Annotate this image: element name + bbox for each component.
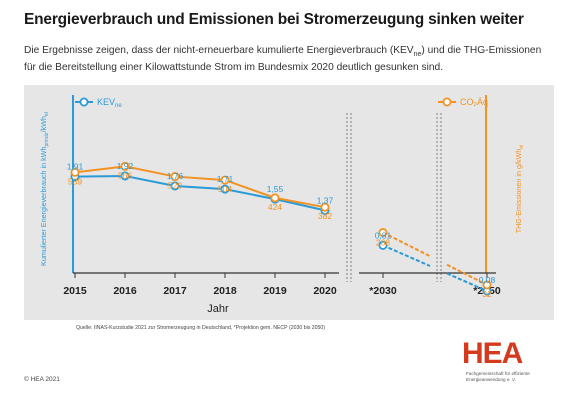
x-tick-label: *2030	[369, 285, 397, 297]
y-axis-label-right-sub: el	[519, 145, 525, 149]
kev-data-label: 1,76	[167, 171, 184, 181]
co2-data-label: 539	[68, 176, 82, 186]
hea-logo: HEA	[462, 337, 523, 370]
x-tick-label: 2019	[263, 285, 287, 297]
kev-line-historic	[74, 174, 326, 212]
x-tick-label: 2015	[63, 285, 87, 297]
legend-kev-name: KEV	[97, 97, 115, 107]
co2-data-label: 32	[482, 289, 492, 299]
kev-data-label: 1,91	[67, 162, 84, 172]
kev-point	[170, 181, 180, 191]
chart: 201520162017201820192020*2030*2050JahrKu…	[24, 85, 554, 320]
legend-co2-swatch-marker	[442, 97, 452, 107]
x-tick-label: 2020	[313, 285, 337, 297]
co2-data-label: 268	[376, 238, 390, 248]
kev-point	[378, 240, 388, 250]
y-axis-label-left-text: Kumulierter Energieverbrauch in kWh	[39, 147, 48, 266]
subtitle-text-start: Die Ergebnisse zeigen, dass der nicht-er…	[24, 45, 414, 56]
co2-point	[482, 280, 492, 290]
kev-data-label: 1,37	[317, 195, 334, 205]
kev-point	[120, 171, 130, 181]
kev-line-projection-a	[382, 244, 431, 267]
y-axis-label-left-slash: /kWh	[39, 116, 48, 132]
x-tick-label: 2018	[213, 285, 237, 297]
kev-point	[220, 184, 230, 194]
co2-point	[378, 228, 388, 238]
y-axis-label-left-sub2: el	[44, 112, 50, 116]
y-axis-label-left: Kumulierter Energieverbrauch in kWhprimä…	[39, 112, 50, 266]
legend-kev-label: KEVne	[97, 97, 122, 109]
kev-data-label: 0,08	[479, 275, 496, 285]
co2-data-label: 520	[168, 181, 182, 191]
subtitle-subscript: ne	[413, 51, 422, 59]
co2-point	[270, 193, 280, 203]
co2-line-projection-b	[446, 263, 488, 286]
y-axis-label-right-text: THG-Emissionen in g/kWh	[514, 149, 523, 234]
subtitle-text-end: ) und die THG-Emissionen für die Bereits…	[24, 45, 542, 74]
co2-data-label: 382	[318, 211, 332, 221]
co2-data-label: 424	[268, 202, 282, 212]
co2-point	[170, 172, 180, 182]
kev-data-label: 1,55	[267, 184, 284, 194]
hea-logo-subtitle: Fachgemeinschaft für effiziente Energiea…	[466, 371, 530, 382]
source-note: Quelle: IINAS-Kurzstudie 2021 zur Strome…	[76, 325, 326, 331]
co2-point	[220, 175, 230, 185]
kev-data-label: 0,81	[375, 230, 392, 240]
co2-data-label: 504	[218, 184, 232, 194]
copyright: © HEA 2021	[24, 376, 60, 383]
co2-point	[120, 161, 130, 171]
co2-line-historic	[74, 165, 326, 209]
kev-line-projection-b	[446, 272, 488, 292]
x-tick-label: 2017	[163, 285, 187, 297]
co2-line-projection-a	[382, 231, 431, 258]
kev-data-label: 1,71	[217, 174, 234, 184]
co2-point	[70, 167, 80, 177]
x-tick-label: 2016	[113, 285, 137, 297]
legend-co2-label: CO₂Äq	[460, 97, 488, 107]
y-axis-label-left-sub: primär	[44, 132, 50, 147]
legend-kev-swatch-marker	[79, 97, 89, 107]
page-subtitle: Die Ergebnisse zeigen, dass der nicht-er…	[24, 44, 554, 74]
co2-data-label: 566	[118, 170, 132, 180]
y-axis-label-right: THG-Emissionen in g/kWhel	[514, 145, 525, 234]
kev-data-label: 1,92	[117, 161, 134, 171]
page-title: Energieverbrauch und Emissionen bei Stro…	[24, 11, 524, 28]
co2-point	[320, 202, 330, 212]
x-axis-label: Jahr	[207, 303, 229, 315]
legend-kev-sub: ne	[115, 103, 122, 109]
